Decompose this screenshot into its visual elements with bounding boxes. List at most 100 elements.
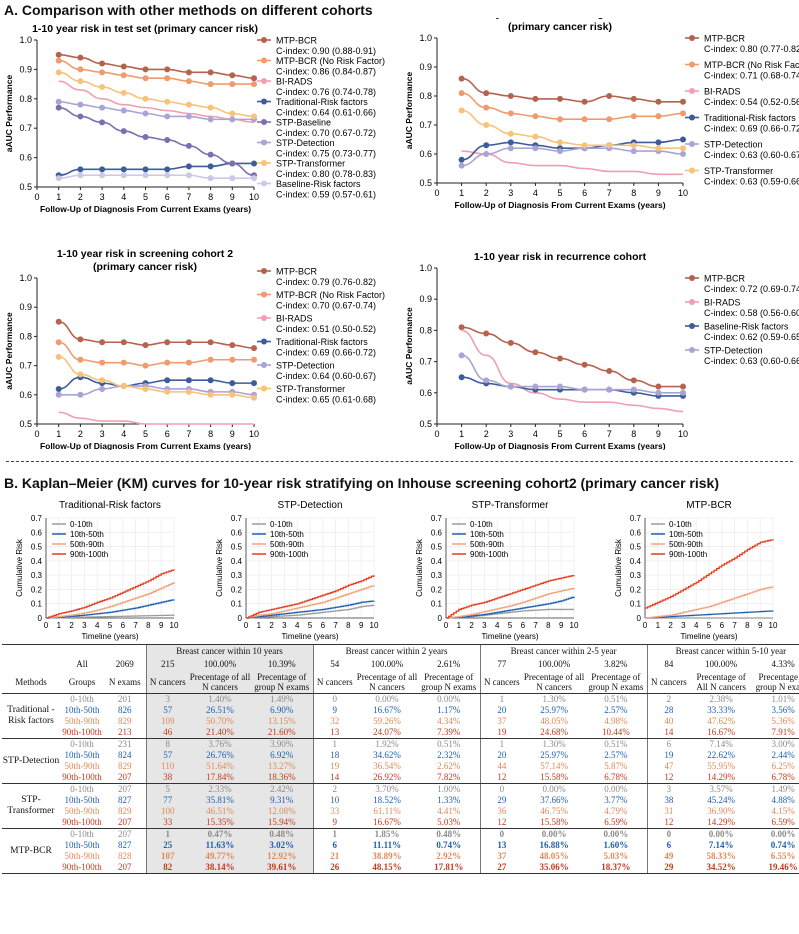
table-cell: 48.05% (540, 716, 568, 726)
table-cell: 6.78% (752, 772, 799, 784)
period-pct2: 10.39% (251, 658, 314, 671)
legend-swatch-marker (261, 362, 267, 368)
x-tick-label: 3 (508, 188, 513, 198)
legend-label: 0-10th (70, 520, 93, 529)
data-point (229, 116, 236, 123)
data-point (99, 166, 106, 173)
table-cell: 26.76% (189, 750, 251, 761)
n-cancers-header: N cancers (145, 671, 189, 694)
x-axis-label: Follow-Up of Diagnosis From Current Exam… (454, 200, 665, 210)
data-point (164, 75, 171, 82)
data-point (207, 175, 214, 182)
data-point (55, 339, 62, 346)
y-tick-label: 0.8 (419, 325, 432, 335)
data-point (55, 318, 62, 325)
table-cell: 57 (145, 705, 189, 716)
data-point (630, 142, 637, 149)
y-tick-label: 0.6 (31, 528, 43, 537)
legend-swatch-marker (689, 88, 695, 94)
n-exams-cell: 207 (118, 784, 132, 794)
chart-title: STP-Detection (277, 500, 342, 511)
group-label: 50th-90th (64, 761, 100, 771)
table-cell: 28 (646, 705, 691, 716)
y-tick-label: 0.1 (231, 600, 243, 609)
table-cell: 0 (479, 783, 524, 795)
table-cell: 12.08% (251, 806, 314, 817)
table-cell: 1.40% (189, 693, 251, 705)
table-cell: 5.36% (771, 716, 795, 726)
legend-label: 50th-90th (270, 540, 304, 549)
y-tick-label: 0.3 (231, 571, 243, 580)
x-tick-label: 2 (484, 188, 489, 198)
x-tick-label: 9 (656, 188, 661, 198)
table-cell: 27 (479, 862, 524, 874)
y-axis-label: aAUC Performance (404, 71, 414, 149)
km-curve-90th-100th (246, 575, 375, 619)
y-tick-label: 0.3 (630, 571, 642, 580)
data-point (251, 160, 257, 167)
legend-label: STP-Transformer (276, 384, 345, 394)
y-tick-label: 0.4 (231, 557, 243, 566)
table-cell: 24.07% (356, 727, 419, 739)
legend-cindex: C-index: 0.80 (0.78-0.83) (276, 169, 376, 179)
y-tick-label: 0.5 (19, 182, 32, 192)
legend-cindex: C-index: 0.64 (0.61-0.66) (276, 108, 376, 118)
table-cell: 21 (312, 851, 357, 862)
data-point (120, 107, 127, 114)
x-tick-label: 10 (570, 621, 579, 630)
x-tick-label: 10 (678, 429, 688, 439)
data-point (55, 175, 62, 182)
data-point (55, 51, 62, 58)
y-tick-label: 0.6 (231, 528, 243, 537)
data-point (532, 145, 539, 152)
data-point (207, 81, 214, 88)
data-point (120, 359, 127, 366)
table-cell: 25 (145, 840, 189, 851)
data-point (99, 172, 106, 179)
x-tick-label: 1 (57, 621, 62, 630)
data-point (99, 60, 106, 67)
n-cancers-header: N cancers (479, 671, 524, 694)
data-point (655, 139, 662, 146)
table-cell: 0.48% (251, 828, 314, 840)
x-tick-label: 5 (108, 621, 113, 630)
series-line-stp-detection (461, 354, 683, 394)
data-point (229, 356, 236, 363)
table-cell: 40 (646, 716, 691, 727)
table-cell: 0 (479, 828, 524, 840)
x-tick-label: 3 (508, 429, 513, 439)
x-axis-label: Follow-Up of Diagnosis From Current Exam… (40, 441, 251, 450)
table-cell: 26.51% (189, 705, 251, 716)
table-cell: 1 (479, 693, 524, 705)
x-tick-label: 2 (269, 621, 274, 630)
data-point (77, 113, 84, 120)
y-tick-label: 0 (637, 614, 642, 623)
data-point (229, 110, 236, 117)
data-point (581, 142, 588, 149)
legend-swatch-marker (689, 61, 695, 68)
data-point (251, 113, 257, 120)
x-axis-label: Timeline (years) (281, 632, 338, 641)
y-axis-label: Cumulative Risk (614, 538, 623, 597)
period-pct2: 3.82% (604, 659, 628, 669)
group-label: 50th-90th (64, 851, 100, 861)
data-point (557, 148, 563, 155)
table-row: STP-Detection 0-10th 231 8 3.76% 3.90% 1 1.92% 0… (2, 738, 799, 784)
table-cell: 3.77% (604, 795, 628, 805)
table-cell: 38.14% (189, 862, 251, 874)
legend-label: 10th-50th (470, 530, 504, 539)
x-tick-label: 1 (459, 188, 464, 198)
data-point (99, 377, 106, 384)
table-cell: 18.37% (585, 862, 648, 874)
table-cell: 1.30% (542, 694, 566, 704)
data-point (207, 377, 214, 384)
n-exams-cell: 207 (104, 862, 146, 874)
data-point (142, 134, 149, 141)
legend-swatch-marker (689, 275, 695, 281)
table-cell: 34.62% (373, 750, 401, 760)
n-exams-cell: 824 (118, 750, 132, 760)
n-exams-cell: 207 (104, 772, 146, 784)
x-tick-label: 2 (78, 192, 83, 202)
data-point (458, 374, 465, 381)
